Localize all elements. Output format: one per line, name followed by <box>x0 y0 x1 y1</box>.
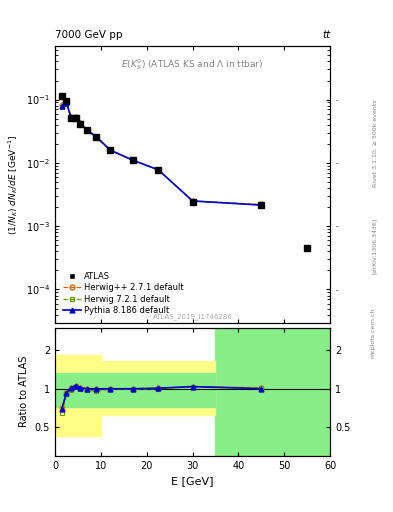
Text: tt: tt <box>322 30 330 40</box>
Legend: ATLAS, Herwig++ 2.7.1 default, Herwig 7.2.1 default, Pythia 8.186 default: ATLAS, Herwig++ 2.7.1 default, Herwig 7.… <box>59 268 187 318</box>
Text: [arXiv:1306.3436]: [arXiv:1306.3436] <box>372 218 376 274</box>
Text: $E(K_S^0)$ (ATLAS KS and $\Lambda$ in ttbar): $E(K_S^0)$ (ATLAS KS and $\Lambda$ in tt… <box>121 57 264 72</box>
Y-axis label: Ratio to ATLAS: Ratio to ATLAS <box>19 356 29 428</box>
Text: mcplots.cern.ch: mcplots.cern.ch <box>371 308 376 358</box>
X-axis label: E [GeV]: E [GeV] <box>171 476 214 486</box>
Y-axis label: $(1/N_K)$ $dN_K/dE$ $[\mathrm{GeV}^{-1}]$: $(1/N_K)$ $dN_K/dE$ $[\mathrm{GeV}^{-1}]… <box>7 134 20 234</box>
Text: 7000 GeV pp: 7000 GeV pp <box>55 30 123 40</box>
Text: Rivet 3.1.10, ≥ 500k events: Rivet 3.1.10, ≥ 500k events <box>373 99 378 187</box>
Text: ATLAS_2019_I1746286: ATLAS_2019_I1746286 <box>153 313 232 320</box>
